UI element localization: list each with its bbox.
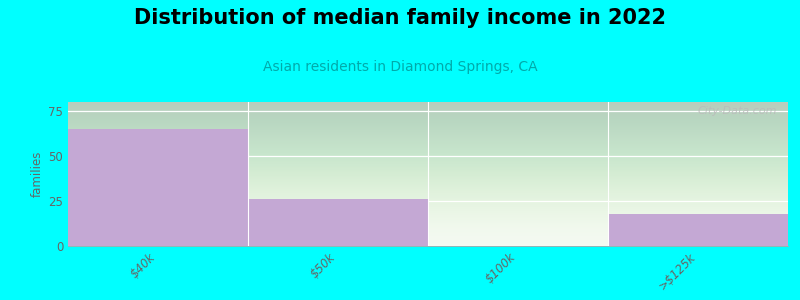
Bar (248, 199, 428, 246)
Bar (608, 214, 788, 246)
Text: Distribution of median family income in 2022: Distribution of median family income in … (134, 8, 666, 28)
Y-axis label: families: families (31, 151, 44, 197)
Text: City-Data.com: City-Data.com (698, 106, 778, 116)
Text: Asian residents in Diamond Springs, CA: Asian residents in Diamond Springs, CA (262, 60, 538, 74)
Bar (68, 129, 248, 246)
